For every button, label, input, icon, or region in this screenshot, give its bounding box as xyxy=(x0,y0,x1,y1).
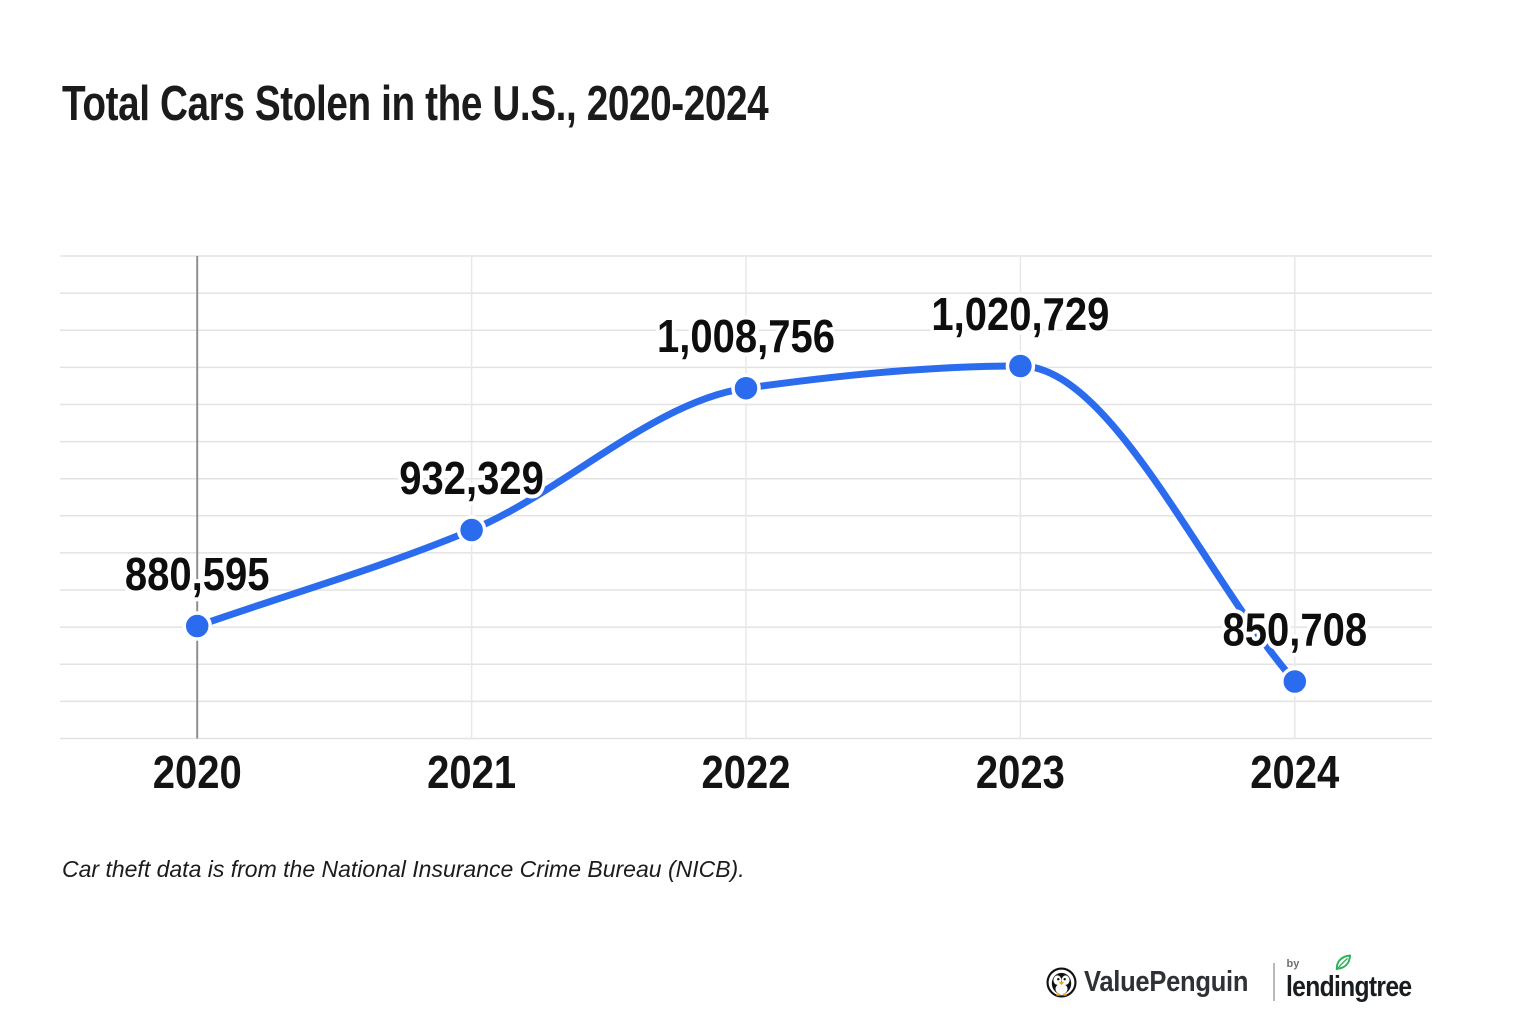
brand-lendingtree-lockup: by lendingtree xyxy=(1285,954,1434,1004)
x-tick-label: 2023 xyxy=(976,747,1065,798)
x-tick-label: 2022 xyxy=(701,747,790,798)
x-tick-label: 2020 xyxy=(153,747,242,798)
x-tick-label: 2024 xyxy=(1250,747,1339,798)
brand-valuepenguin: ValuePenguin xyxy=(1083,965,1249,998)
leaf-icon xyxy=(1335,954,1351,970)
data-point xyxy=(1280,666,1310,697)
brand-lendingtree: lendingtree xyxy=(1285,970,1412,1003)
data-point xyxy=(731,373,761,403)
by-label: by xyxy=(1286,957,1300,970)
penguin-icon xyxy=(1046,966,1077,998)
source-footnote: Car theft data is from the National Insu… xyxy=(62,856,745,882)
data-point xyxy=(182,611,212,641)
value-label: 1,020,729 xyxy=(931,289,1109,340)
brand-footer: ValuePenguin by lendingtree xyxy=(1046,954,1434,1008)
value-label: 1,008,756 xyxy=(657,312,835,363)
x-tick-label: 2021 xyxy=(427,747,516,798)
data-point xyxy=(1005,351,1036,381)
line-chart: 880,595 932,329 1,008,756 1,020,729 850,708 2… xyxy=(60,255,1432,799)
chart-title: Total Cars Stolen in the U.S., 2020-2024 xyxy=(62,77,769,131)
value-label: 880,595 xyxy=(125,550,270,601)
value-label: 850,708 xyxy=(1222,605,1367,656)
brand-divider xyxy=(1272,963,1275,1001)
value-label: 932,329 xyxy=(399,453,544,504)
data-point xyxy=(456,515,487,545)
